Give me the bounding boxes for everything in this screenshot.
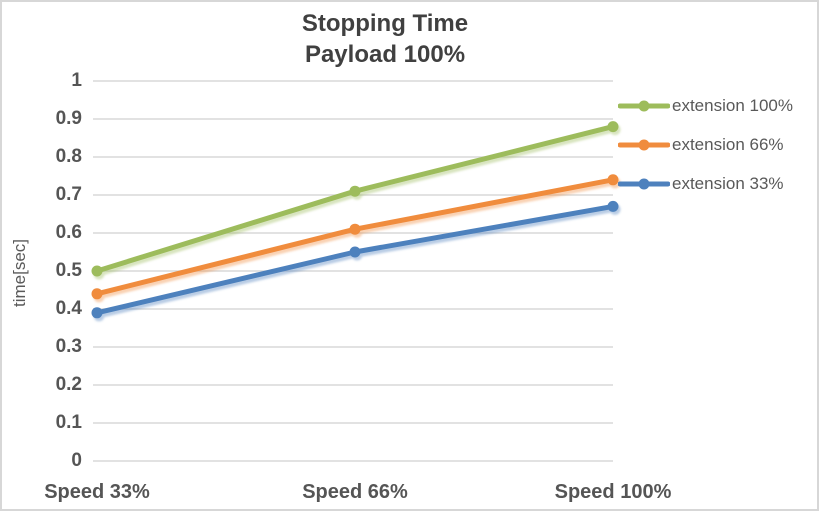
legend: extension 100% extension 66% extension 33% — [618, 86, 793, 203]
data-point-marker — [607, 200, 619, 212]
series-line — [94, 203, 616, 316]
gridlines — [93, 80, 613, 462]
legend-label: extension 100% — [672, 95, 793, 115]
legend-marker-icon — [618, 178, 670, 189]
series-extension-33 — [91, 200, 619, 319]
data-point-marker — [349, 185, 361, 197]
data-point-marker — [91, 265, 103, 277]
series-extension-66 — [91, 174, 619, 300]
data-point-marker — [607, 174, 619, 186]
data-point-marker — [349, 246, 361, 258]
legend-item-extension-66: extension 66% — [618, 125, 793, 164]
data-point-marker — [607, 121, 619, 133]
chart-title-line2: Payload 100% — [304, 41, 466, 68]
legend-marker-icon — [618, 100, 670, 111]
chart-title: Stopping Time Payload 100% — [2, 8, 768, 70]
data-point-marker — [91, 307, 103, 319]
legend-item-extension-33: extension 33% — [618, 164, 793, 203]
legend-item-extension-100: extension 100% — [618, 86, 793, 125]
series-extension-100 — [91, 121, 619, 277]
legend-marker-icon — [618, 139, 670, 150]
data-point-marker — [349, 223, 361, 235]
chart-title-line1: Stopping Time — [301, 10, 469, 37]
series-line — [94, 177, 616, 297]
legend-label: extension 33% — [672, 173, 784, 193]
legend-label: extension 66% — [672, 134, 784, 154]
data-point-marker — [91, 288, 103, 300]
